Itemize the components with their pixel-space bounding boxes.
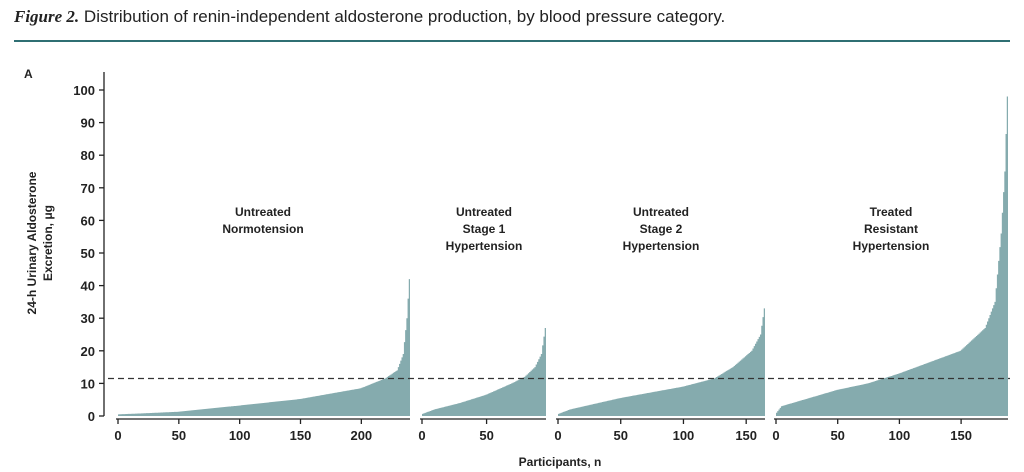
x-tick-label: 150 xyxy=(950,428,972,443)
distribution-bars xyxy=(422,327,546,416)
x-tick-label: 100 xyxy=(673,428,695,443)
y-tick-label: 80 xyxy=(81,148,95,163)
panel-label-line: Normotension xyxy=(222,222,303,236)
distribution-bars xyxy=(118,279,410,416)
x-tick-label: 0 xyxy=(114,428,121,443)
x-tick-label: 0 xyxy=(418,428,425,443)
y-axis-title-line2: Excretion, μg xyxy=(41,205,55,281)
y-axis-title-line1: 24-h Urinary Aldosterone xyxy=(25,171,39,314)
x-tick-label: 100 xyxy=(889,428,911,443)
panels: 0 50 100 150 200 Untreated Normotension 0 50 Untr… xyxy=(114,96,1008,443)
figure-title: Figure 2. Distribution of renin-independ… xyxy=(14,7,725,27)
x-tick-label: 50 xyxy=(172,428,186,443)
panel-label-line: Untreated xyxy=(235,205,291,219)
y-axis-title: 24-h Urinary Aldosterone Excretion, μg xyxy=(25,171,55,314)
y-axis: 0 10 20 30 40 50 60 70 80 90 100 xyxy=(73,72,105,424)
panel-2: 0 50 Untreated Stage 1 Hypertension xyxy=(418,205,546,443)
x-tick-label: 50 xyxy=(613,428,627,443)
title-rule xyxy=(14,40,1010,42)
panel-label-line: Hypertension xyxy=(623,239,700,253)
x-tick-label: 50 xyxy=(479,428,493,443)
panel-label-line: Stage 1 xyxy=(463,222,506,236)
distribution-bars xyxy=(558,308,765,416)
panel-3: 0 50 100 150 Untreated Stage 2 Hypertension xyxy=(554,205,765,443)
y-tick-label: 40 xyxy=(81,279,95,294)
y-tick-label: 0 xyxy=(88,409,95,424)
panel-label-line: Stage 2 xyxy=(640,222,683,236)
y-tick-label: 20 xyxy=(81,344,95,359)
panel-1: 0 50 100 150 200 Untreated Normotension xyxy=(114,205,410,443)
y-tick-label: 100 xyxy=(73,83,95,98)
panel-4: 0 50 100 150 Treated Resistant Hypertension xyxy=(772,96,1008,443)
panel-label-line: Hypertension xyxy=(446,239,523,253)
y-tick-label: 10 xyxy=(81,376,95,391)
figure-label: Figure 2. xyxy=(14,7,80,26)
x-tick-label: 200 xyxy=(350,428,372,443)
x-tick-label: 0 xyxy=(772,428,779,443)
x-tick-label: 0 xyxy=(554,428,561,443)
panel-letter: A xyxy=(24,67,33,81)
panel-label-line: Hypertension xyxy=(853,239,930,253)
panel-label-line: Untreated xyxy=(456,205,512,219)
x-tick-label: 100 xyxy=(229,428,251,443)
y-tick-label: 60 xyxy=(81,213,95,228)
distribution-bars xyxy=(776,96,1008,417)
panel-label-line: Treated xyxy=(870,205,913,219)
panel-label-line: Untreated xyxy=(633,205,689,219)
y-tick-label: 70 xyxy=(81,181,95,196)
y-tick-label: 50 xyxy=(81,246,95,261)
x-tick-label: 150 xyxy=(735,428,757,443)
figure-caption: Distribution of renin-independent aldost… xyxy=(83,7,726,26)
panel-label-line: Resistant xyxy=(864,222,918,236)
x-tick-label: 50 xyxy=(830,428,844,443)
x-tick-label: 150 xyxy=(290,428,312,443)
x-axis-title: Participants, n xyxy=(519,455,602,469)
y-tick-label: 30 xyxy=(81,311,95,326)
y-tick-label: 90 xyxy=(81,116,95,131)
